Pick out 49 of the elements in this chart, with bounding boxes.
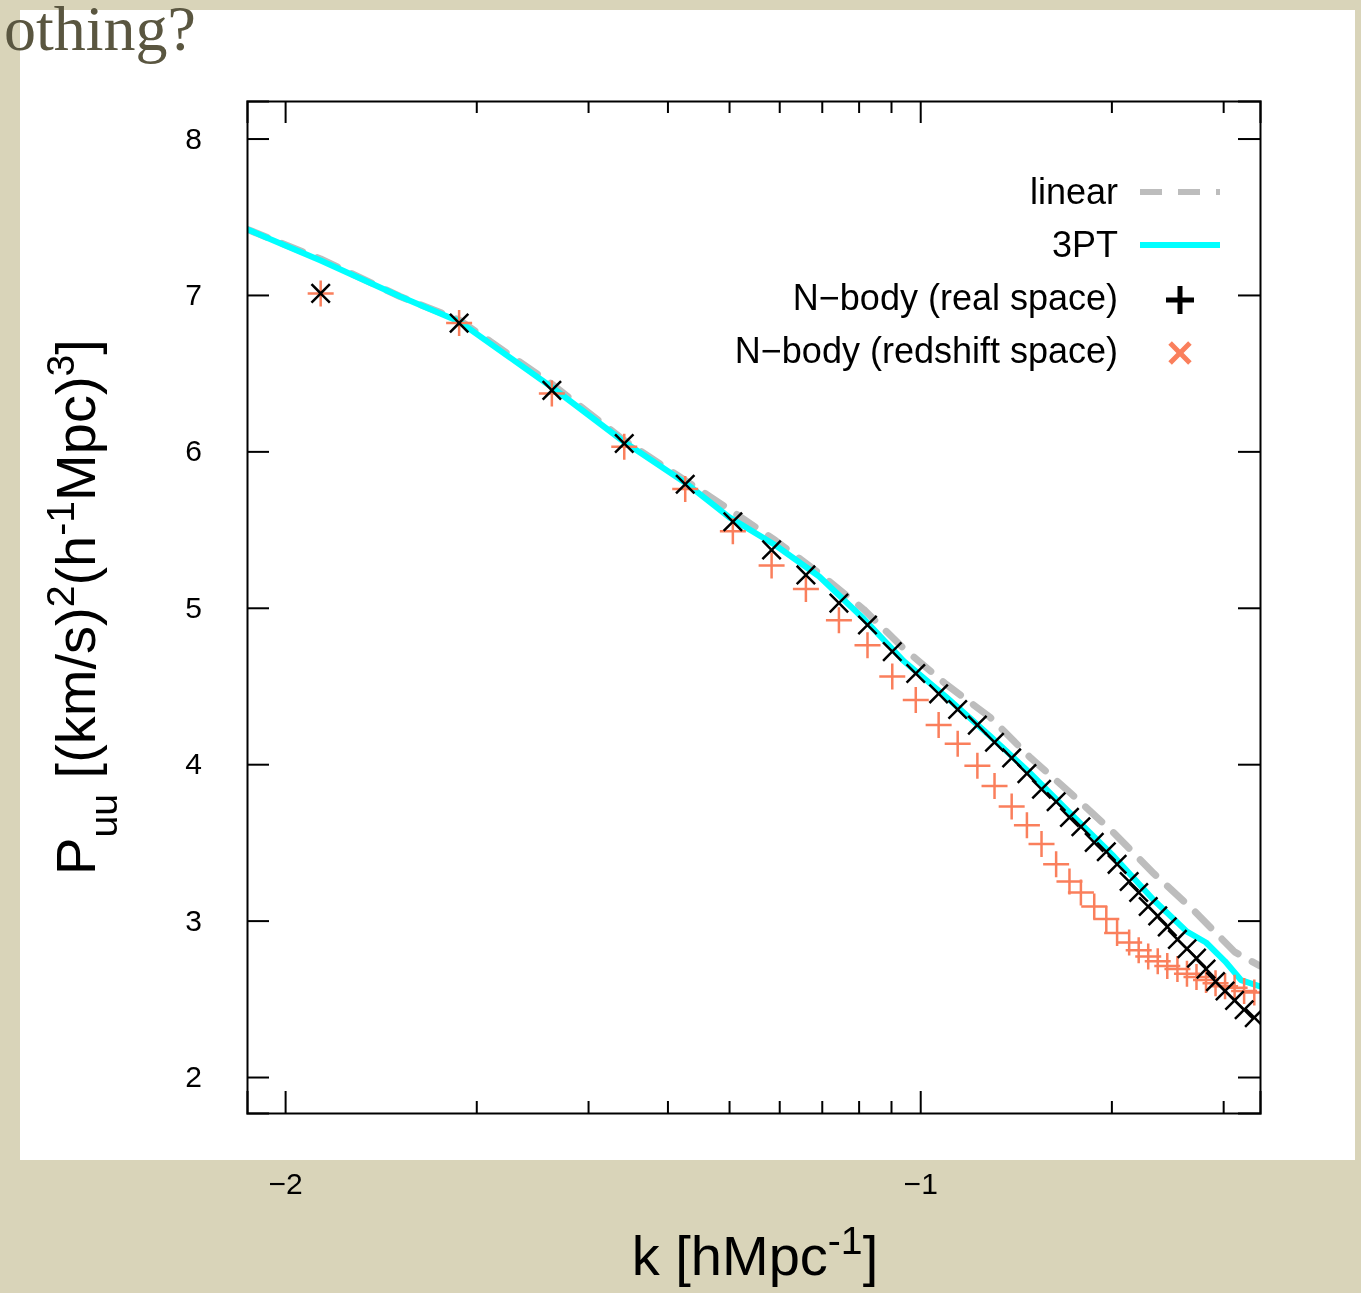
y-tick-label: 3 [185,903,202,937]
point [1056,868,1083,895]
point [882,641,903,662]
point [1154,952,1181,979]
point [1125,937,1152,964]
chart-title: othing? [4,0,196,64]
point [967,715,988,736]
point [998,793,1025,820]
point [825,607,852,634]
point [1081,893,1108,920]
point [1157,916,1178,937]
legend-label: linear [1029,171,1118,212]
point [1144,948,1171,975]
point [1093,906,1120,933]
point [1001,747,1022,769]
point [857,614,878,636]
y-tick-label: 8 [185,121,202,155]
point [1084,832,1105,853]
point [1107,854,1128,875]
x-tick-label: −1 [903,1167,938,1201]
point [761,539,782,560]
point [905,663,926,684]
y-tick-label: 5 [185,590,202,624]
point [1070,816,1091,837]
point [1028,830,1055,857]
point [854,632,881,659]
point [925,712,952,739]
point [981,773,1008,800]
point [1046,791,1067,812]
point [1128,882,1149,903]
y-tick-label: 7 [185,278,202,312]
point [1067,879,1094,906]
legend-label: N−body (real space) [792,277,1118,318]
y-tick-label: 4 [185,747,202,781]
point [1043,851,1070,878]
point [944,730,971,757]
point [928,683,949,704]
point [1016,763,1037,784]
x-axis-title: k [hMpc$^{-1}$] [631,1218,879,1287]
legend-label: 3PT [1051,224,1118,265]
x-tick-label: −2 [268,1167,303,1201]
point [1031,779,1052,800]
y-tick-label: 6 [185,434,202,468]
point [947,699,968,720]
point [964,752,991,779]
legend-label: N−body (redshift space) [734,330,1118,371]
y-tick-label: 2 [185,1060,202,1094]
point [879,663,906,690]
point [758,552,785,579]
